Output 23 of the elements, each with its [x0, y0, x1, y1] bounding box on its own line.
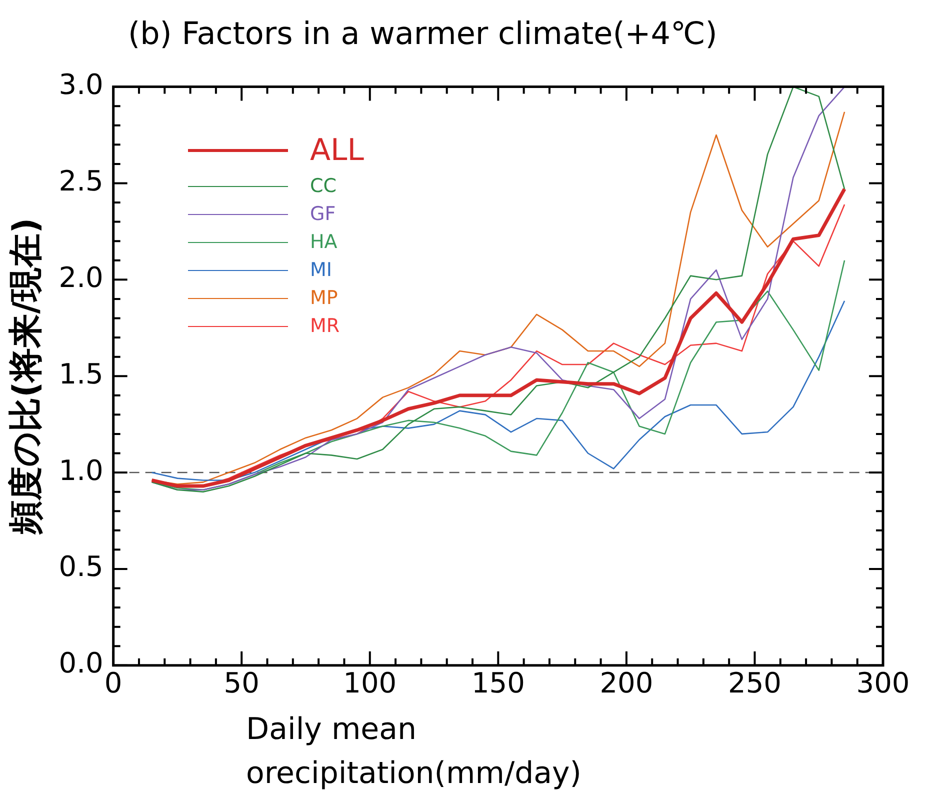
x-tick-label: 50: [224, 666, 260, 700]
text: MI: [310, 259, 332, 281]
text: MR: [310, 315, 340, 337]
y-tick-label: 0.0: [58, 646, 104, 680]
y-tick-label: 0.5: [58, 550, 104, 584]
text: GF: [310, 203, 336, 225]
text: MP: [310, 287, 338, 309]
x-tick-label: 0: [104, 666, 122, 700]
x-axis-title: Daily mean orecipitation(mm/day): [246, 711, 582, 793]
text: CC: [310, 175, 337, 197]
x-tick-label: 100: [343, 666, 397, 700]
legend-label: ALL: [310, 132, 364, 168]
y-tick-label: 3.0: [58, 68, 104, 102]
text: HA: [310, 231, 338, 253]
y-tick-label: 2.0: [58, 260, 104, 294]
x-tick-label: 200: [600, 666, 654, 700]
y-tick-label: 2.5: [58, 164, 104, 198]
x-tick-label: 300: [856, 666, 910, 700]
chart-title: (b) Factors in a warmer climate(+4℃): [128, 16, 718, 52]
x-tick-label: 250: [728, 666, 782, 700]
y-tick-label: 1.0: [58, 454, 104, 487]
y-tick-label: 1.5: [58, 357, 104, 390]
x-tick-label: 150: [471, 666, 525, 700]
